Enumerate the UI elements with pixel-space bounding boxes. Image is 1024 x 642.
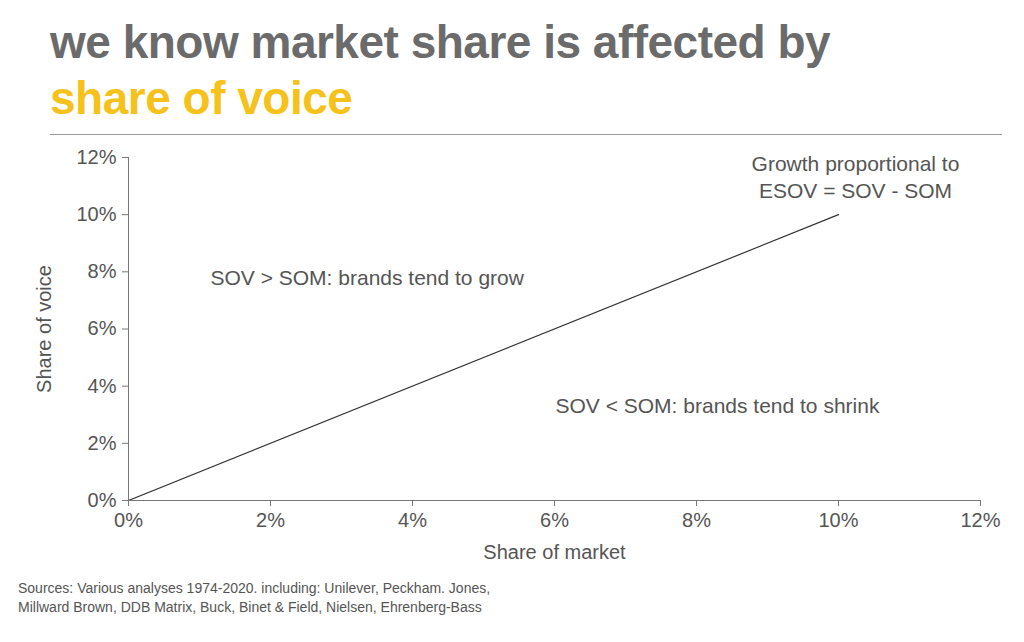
svg-text:6%: 6%: [540, 509, 569, 531]
svg-text:4%: 4%: [398, 509, 427, 531]
svg-text:Growth proportional toESOV = S: Growth proportional toESOV = SOV - SOM: [752, 152, 960, 202]
svg-text:12%: 12%: [960, 509, 1000, 531]
html-text:Sources: Various analyses 1974: Sources: Various analyses 1974-2020. inc…: [18, 580, 491, 615]
html-text:share of voice: share of voice: [50, 72, 353, 124]
svg-text:SOV < SOM: brands tend to shri: SOV < SOM: brands tend to shrink: [556, 394, 880, 417]
svg-text:Share of voice: Share of voice: [33, 265, 55, 393]
svg-text:10%: 10%: [76, 203, 116, 225]
svg-text:2%: 2%: [88, 432, 117, 454]
html-text:we know market share is affect: we know market share is affected by: [50, 16, 831, 68]
svg-text:10%: 10%: [818, 509, 858, 531]
svg-text:12%: 12%: [76, 146, 116, 168]
svg-text:Share of market: Share of market: [483, 541, 626, 563]
svg-text:8%: 8%: [682, 509, 711, 531]
svg-text:4%: 4%: [88, 375, 117, 397]
svg-text:2%: 2%: [256, 509, 285, 531]
svg-text:8%: 8%: [88, 260, 117, 282]
svg-text:0%: 0%: [114, 509, 143, 531]
svg-text:SOV > SOM: brands tend to grow: SOV > SOM: brands tend to grow: [211, 266, 525, 289]
svg-text:0%: 0%: [88, 489, 117, 511]
svg-text:6%: 6%: [88, 317, 117, 339]
